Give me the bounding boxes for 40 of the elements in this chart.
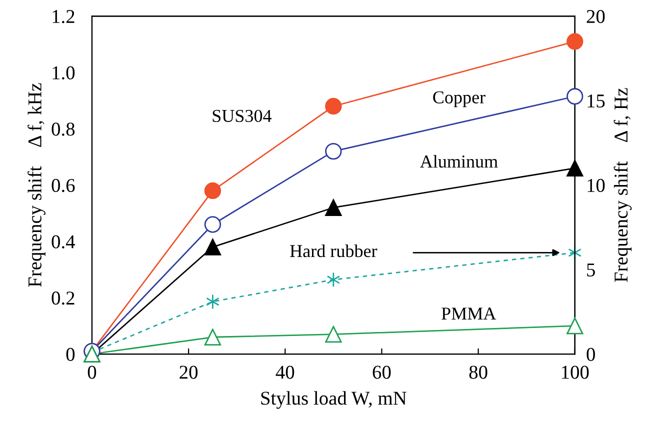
y2-tick-label: 10 xyxy=(588,178,605,192)
y-tick-label: 0.6 xyxy=(52,178,75,192)
x-tick-label: 80 xyxy=(469,366,488,379)
point xyxy=(566,318,584,334)
y-axis-title: Frequency shift Δ f, kHz xyxy=(28,83,46,287)
point xyxy=(204,182,222,200)
point xyxy=(325,326,342,343)
x-tick-label: 60 xyxy=(372,366,391,379)
point xyxy=(204,216,222,233)
y2-tick-label: 15 xyxy=(588,94,605,108)
point xyxy=(325,142,342,160)
y-tick-label: 1.2 xyxy=(52,10,74,24)
point xyxy=(326,272,340,288)
y-tick-label: 0.2 xyxy=(52,292,74,305)
point xyxy=(566,33,584,50)
series-label: SUS304 xyxy=(212,110,272,122)
point xyxy=(566,160,584,177)
point xyxy=(325,199,342,216)
series-label: Copper xyxy=(433,91,486,108)
y-tick-label: 0 xyxy=(66,348,75,361)
point xyxy=(325,98,342,115)
y2-tick-label: 20 xyxy=(586,10,605,24)
x-axis-title: Stylus load W, mN xyxy=(261,391,406,409)
y2-tick-label: 5 xyxy=(587,264,595,276)
point xyxy=(206,294,220,310)
x-tick-label: 40 xyxy=(276,366,294,379)
y2-axis-title: Frequency shift Δ f, Hz xyxy=(614,88,632,282)
point xyxy=(566,88,584,105)
series-label: Hard rubber xyxy=(290,244,378,258)
y-tick-label: 1.0 xyxy=(52,66,75,80)
y-tick-label: 0.4 xyxy=(52,235,76,248)
series-label: Aluminum xyxy=(420,154,498,168)
y2-tick-label: 0 xyxy=(586,348,595,361)
x-tick-label: 100 xyxy=(562,366,589,379)
y-tick-label: 0.8 xyxy=(52,122,75,136)
series-label: PMMA xyxy=(442,308,496,320)
point xyxy=(204,328,222,346)
x-tick-label: 0 xyxy=(88,366,96,379)
x-tick-label: 20 xyxy=(180,366,198,379)
point xyxy=(204,238,222,256)
